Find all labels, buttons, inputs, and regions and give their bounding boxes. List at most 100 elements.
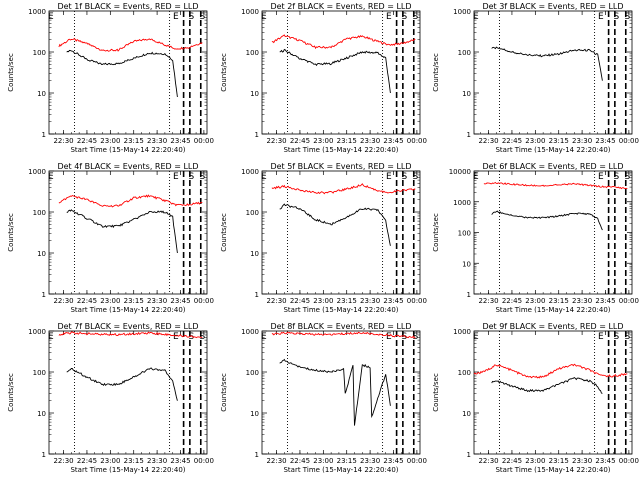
x-tick-label: 23:15 <box>124 297 144 305</box>
y-tick-label: 1 <box>255 131 259 139</box>
y-tick-label: 1 <box>42 131 46 139</box>
x-tick-label: 22:30 <box>478 297 498 305</box>
panel-title: Det 8f BLACK = Events, RED = LLD <box>270 322 411 331</box>
x-tick-label: 22:30 <box>478 137 498 145</box>
y-tick-label: 10 <box>250 90 259 98</box>
plot-frame <box>473 10 633 135</box>
marker-label: S <box>624 332 630 342</box>
y-tick-label: 10 <box>37 410 46 418</box>
y-tick-label: 100 <box>246 369 259 377</box>
plot-frame <box>261 10 421 135</box>
events-series-line <box>491 377 603 394</box>
panel-title: Det 3f BLACK = Events, RED = LLD <box>482 2 623 11</box>
detector-panel: Det 6f BLACK = Events, RED = LLD 1 10 100 10… <box>432 162 639 314</box>
y-axis-label: Counts/sec <box>220 373 228 412</box>
x-tick-label: 23:45 <box>170 137 190 145</box>
detector-panel: Det 7f BLACK = Events, RED = LLD 1 10 100 10… <box>7 322 214 474</box>
x-tick-label: 00:00 <box>407 137 427 145</box>
y-tick-label: 100 <box>246 209 259 217</box>
x-tick-label: 23:15 <box>549 297 569 305</box>
x-tick-label: 22:45 <box>502 297 522 305</box>
x-tick-label: 00:00 <box>619 457 639 465</box>
panel-title: Det 1f BLACK = Events, RED = LLD <box>57 2 198 11</box>
lld-series-line <box>271 331 416 339</box>
y-axis-label: Counts/sec <box>432 213 440 252</box>
x-tick-label: 22:30 <box>266 297 286 305</box>
y-tick-label: 100 <box>33 369 46 377</box>
marker-label: E <box>48 172 54 182</box>
events-series-line <box>279 203 391 246</box>
marker-label: S <box>199 332 205 342</box>
x-axis-label: Start Time (15-May-14 22:20:40) <box>283 306 398 314</box>
detector-panel: Det 2f BLACK = Events, RED = LLD 1 10 100 10… <box>220 2 427 154</box>
x-tick-label: 23:30 <box>572 297 592 305</box>
x-tick-label: 23:00 <box>525 297 545 305</box>
y-axis-label: Counts/sec <box>220 53 228 92</box>
marker-label: S <box>402 332 408 342</box>
x-tick-label: 23:45 <box>595 297 615 305</box>
x-tick-label: 23:15 <box>124 457 144 465</box>
lld-series-line <box>271 183 416 195</box>
x-tick-label: 23:15 <box>549 457 569 465</box>
y-axis-label: Counts/sec <box>7 373 15 412</box>
y-axis-label: Counts/sec <box>220 213 228 252</box>
y-axis-label: Counts/sec <box>432 53 440 92</box>
x-tick-label: 22:45 <box>77 137 97 145</box>
x-tick-label: 23:30 <box>572 457 592 465</box>
x-tick-label: 23:00 <box>313 297 333 305</box>
marker-label: S <box>189 332 195 342</box>
marker-label: S <box>624 12 630 22</box>
x-tick-label: 00:00 <box>194 457 214 465</box>
x-tick-label: 22:30 <box>53 297 73 305</box>
y-tick-label: 10 <box>37 90 46 98</box>
x-tick-label: 23:00 <box>313 137 333 145</box>
plot-frame <box>261 170 421 295</box>
marker-label: S <box>624 172 630 182</box>
x-tick-label: 22:45 <box>77 297 97 305</box>
x-axis-label: Start Time (15-May-14 22:20:40) <box>283 466 398 474</box>
x-tick-label: 23:45 <box>383 137 403 145</box>
x-tick-label: 22:45 <box>290 137 310 145</box>
marker-label: E <box>173 12 179 22</box>
events-series-line <box>66 367 178 401</box>
x-tick-label: 23:30 <box>147 137 167 145</box>
marker-label: S <box>412 12 418 22</box>
lld-series-line <box>473 363 628 379</box>
marker-label: E <box>173 332 179 342</box>
x-tick-label: 00:00 <box>407 297 427 305</box>
marker-label: E <box>261 12 267 22</box>
y-tick-label: 1 <box>255 451 259 459</box>
y-tick-label: 10 <box>250 410 259 418</box>
y-tick-label: 1000 <box>453 199 471 207</box>
y-tick-label: 1000 <box>241 8 259 16</box>
marker-label: S <box>614 12 620 22</box>
panel-title: Det 7f BLACK = Events, RED = LLD <box>57 322 198 331</box>
y-tick-label: 10 <box>462 90 471 98</box>
detector-panel: Det 9f BLACK = Events, RED = LLD 1 10 100 10… <box>432 322 639 474</box>
x-tick-label: 23:00 <box>100 457 120 465</box>
lld-series-line <box>58 331 203 339</box>
x-tick-label: 22:45 <box>502 137 522 145</box>
panel-title: Det 9f BLACK = Events, RED = LLD <box>482 322 623 331</box>
y-tick-label: 1000 <box>28 328 46 336</box>
y-tick-label: 1 <box>467 131 471 139</box>
x-tick-label: 22:45 <box>77 457 97 465</box>
marker-label: E <box>598 12 604 22</box>
plot-frame <box>48 170 208 295</box>
y-tick-label: 10 <box>250 250 259 258</box>
y-tick-label: 1000 <box>28 168 46 176</box>
x-tick-label: 23:45 <box>383 457 403 465</box>
x-tick-label: 22:45 <box>502 457 522 465</box>
y-tick-label: 10 <box>37 250 46 258</box>
y-axis-label: Counts/sec <box>7 53 15 92</box>
y-tick-label: 100 <box>458 230 471 238</box>
y-axis-label: Counts/sec <box>7 213 15 252</box>
y-tick-label: 1000 <box>28 8 46 16</box>
x-tick-label: 23:00 <box>525 137 545 145</box>
y-tick-label: 100 <box>458 49 471 57</box>
panel-title: Det 6f BLACK = Events, RED = LLD <box>482 162 623 171</box>
y-tick-label: 1 <box>467 451 471 459</box>
y-axis-label: Counts/sec <box>432 373 440 412</box>
lld-series-line <box>271 34 416 50</box>
